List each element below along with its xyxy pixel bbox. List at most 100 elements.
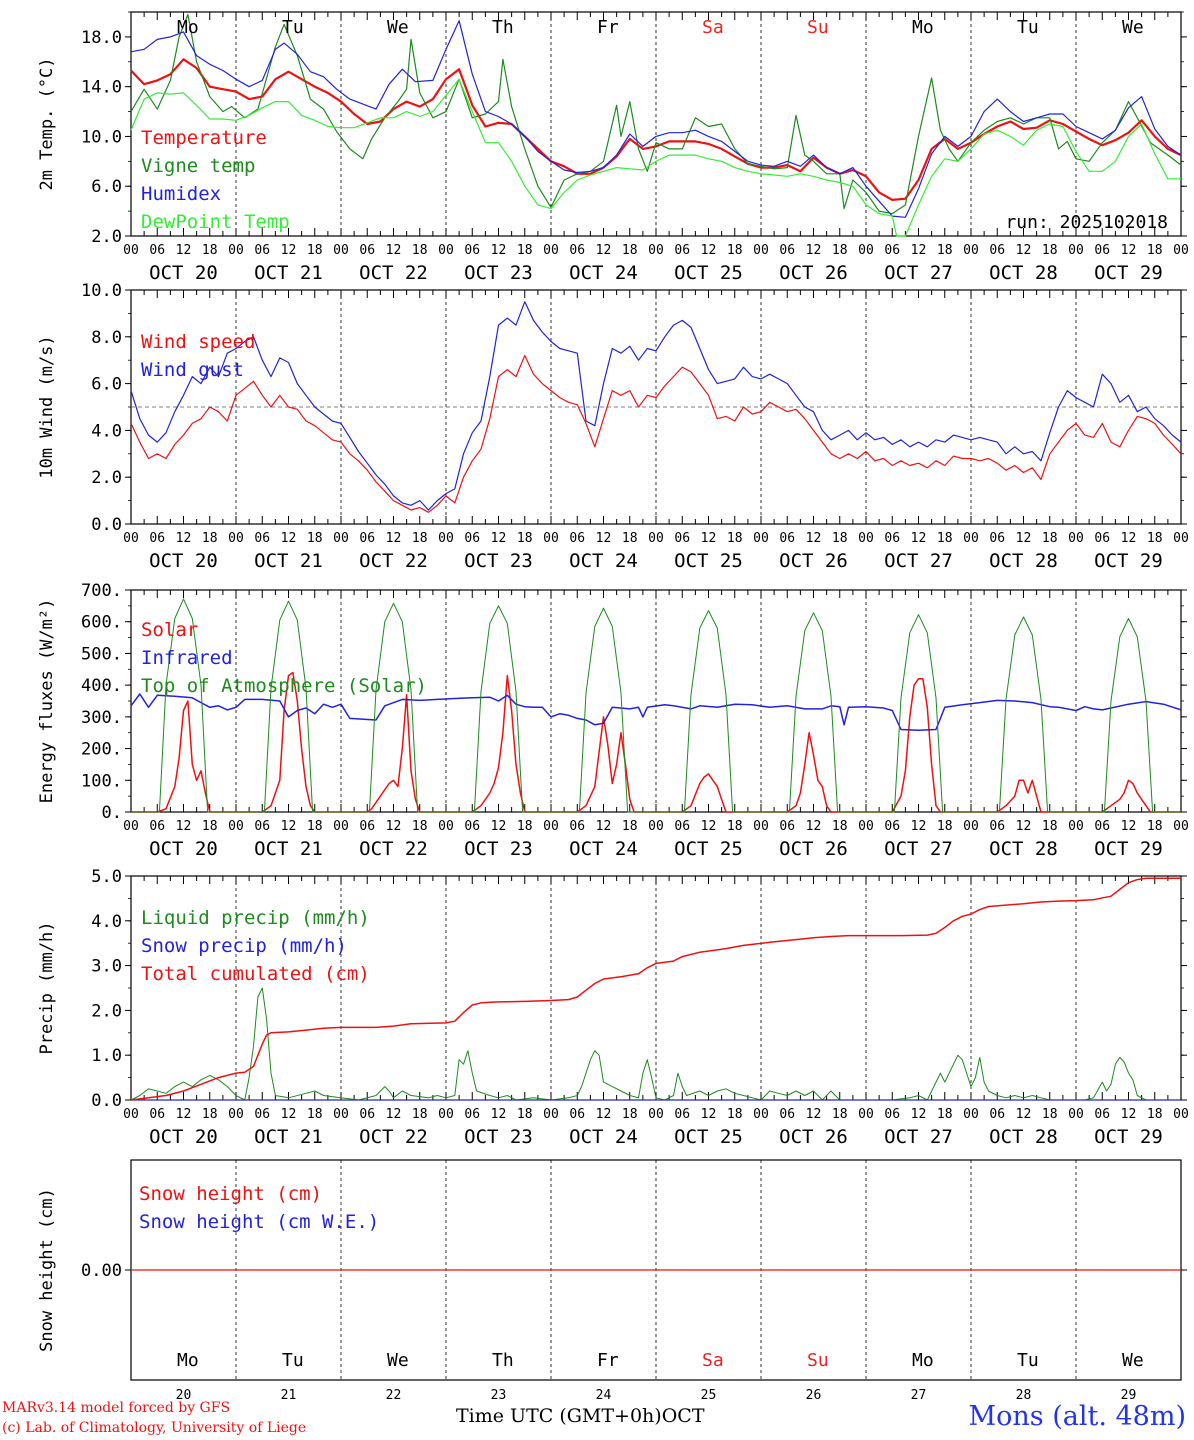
date-label: OCT 25 — [674, 550, 743, 572]
hour-label: 12 — [596, 819, 612, 834]
date-label: OCT 20 — [149, 838, 218, 860]
hour-label: 12 — [1121, 819, 1137, 834]
hour-label: 06 — [149, 243, 165, 258]
hour-label: 00 — [1068, 819, 1084, 834]
hour-label: 06 — [464, 819, 480, 834]
weekday-label: Tu — [1017, 17, 1039, 38]
hour-label: 00 — [438, 1107, 454, 1122]
series-line-infrared — [130, 693, 1182, 731]
date-label: OCT 22 — [359, 838, 428, 860]
y-tick-label: 6.0 — [91, 177, 122, 197]
y-tick-label: 10.0 — [81, 127, 122, 147]
y-tick-label: 14.0 — [81, 78, 122, 98]
hour-label: 00 — [1068, 243, 1084, 258]
hour-label: 06 — [254, 1107, 270, 1122]
hour-label: 18 — [1042, 819, 1058, 834]
hour-label: 18 — [412, 819, 428, 834]
hour-label: 18 — [1042, 243, 1058, 258]
hour-label: 12 — [1121, 243, 1137, 258]
date-label: OCT 25 — [674, 838, 743, 860]
hour-label: 12 — [176, 531, 192, 546]
y-tick-label: 600. — [81, 613, 122, 633]
y-tick-label: 2.0 — [91, 1001, 122, 1021]
hour-label: 18 — [832, 819, 848, 834]
hour-label: 06 — [989, 243, 1005, 258]
date-label: OCT 25 — [674, 1126, 743, 1148]
day-number: 21 — [281, 1388, 297, 1403]
hour-label: 18 — [202, 1107, 218, 1122]
hour-label: 06 — [779, 1107, 795, 1122]
hour-label: 12 — [806, 1107, 822, 1122]
hour-label: 18 — [517, 1107, 533, 1122]
legend-entry: Top of Atmosphere (Solar) — [141, 675, 427, 697]
hour-label: 00 — [753, 531, 769, 546]
hour-label: 18 — [727, 243, 743, 258]
hour-label: 12 — [491, 243, 507, 258]
hour-label: 12 — [386, 531, 402, 546]
date-label: OCT 23 — [464, 838, 533, 860]
hour-label: 12 — [491, 531, 507, 546]
hour-label: 06 — [1094, 531, 1110, 546]
hour-label: 18 — [307, 1107, 323, 1122]
hour-label: 06 — [674, 819, 690, 834]
hour-label: 00 — [438, 819, 454, 834]
hour-label: 00 — [543, 531, 559, 546]
hour-label: 00 — [1173, 819, 1189, 834]
hour-label: 06 — [674, 531, 690, 546]
date-label: OCT 20 — [149, 1126, 218, 1148]
hour-label: 18 — [622, 819, 638, 834]
hour-label: 06 — [779, 819, 795, 834]
hour-label: 00 — [228, 243, 244, 258]
hour-label: 06 — [464, 1107, 480, 1122]
hour-label: 12 — [911, 1107, 927, 1122]
date-label: OCT 21 — [254, 1126, 323, 1148]
y-tick-label: 300. — [81, 708, 122, 728]
date-label: OCT 28 — [989, 1126, 1058, 1148]
day-number: 28 — [1016, 1388, 1032, 1403]
hour-label: 12 — [911, 243, 927, 258]
date-label: OCT 25 — [674, 262, 743, 284]
date-label: OCT 26 — [779, 262, 848, 284]
hour-label: 00 — [648, 1107, 664, 1122]
hour-label: 12 — [386, 819, 402, 834]
hour-label: 00 — [963, 531, 979, 546]
date-label: OCT 21 — [254, 262, 323, 284]
hour-label: 06 — [254, 819, 270, 834]
weekday-label: Tu — [1017, 1350, 1039, 1371]
y-tick-label: 1.0 — [91, 1046, 122, 1066]
series-line-wind-speed — [130, 354, 1182, 513]
weekday-label: Fr — [597, 1350, 619, 1371]
hour-label: 00 — [963, 1107, 979, 1122]
panel-5: 0.00 Snow height (cm) Snow height (cm) Snow… — [37, 1159, 1187, 1403]
y-axis-label: Precip (mm/h) — [37, 921, 57, 1054]
panel-3: 0. 100. 200. 300. 400. 500. 600. 700. Energy flu… — [37, 581, 1189, 860]
weekday-label: Mo — [177, 1350, 199, 1371]
series-line-wind-gust — [130, 301, 1182, 511]
hour-label: 00 — [333, 1107, 349, 1122]
hour-label: 18 — [412, 531, 428, 546]
hour-label: 12 — [1121, 1107, 1137, 1122]
date-label: OCT 27 — [884, 262, 953, 284]
date-label: OCT 29 — [1094, 550, 1163, 572]
hour-label: 00 — [333, 819, 349, 834]
y-tick-label: 0.0 — [91, 515, 122, 535]
hour-label: 00 — [858, 819, 874, 834]
weekday-label: Tu — [282, 1350, 304, 1371]
y-tick-label: 500. — [81, 644, 122, 664]
hour-label: 06 — [149, 819, 165, 834]
hour-label: 12 — [1016, 1107, 1032, 1122]
hour-label: 12 — [701, 531, 717, 546]
series-line-temperature — [130, 58, 1182, 201]
panel-2: 0.0 2.0 4.0 6.0 8.0 10.0 10m Wind (m/s) Wind sp… — [37, 281, 1189, 572]
legend-entry: Snow height (cm W.E.) — [139, 1211, 379, 1233]
y-tick-label: 0.00 — [81, 1261, 122, 1281]
hour-label: 00 — [1173, 1107, 1189, 1122]
series-line-dewpoint-temp — [130, 78, 1181, 237]
hour-label: 18 — [202, 819, 218, 834]
weekday-label: Fr — [597, 17, 619, 38]
hour-label: 12 — [281, 531, 297, 546]
series-line-humidex — [130, 20, 1182, 218]
legend-entry: Liquid precip (mm/h) — [141, 907, 370, 929]
hour-label: 12 — [806, 819, 822, 834]
